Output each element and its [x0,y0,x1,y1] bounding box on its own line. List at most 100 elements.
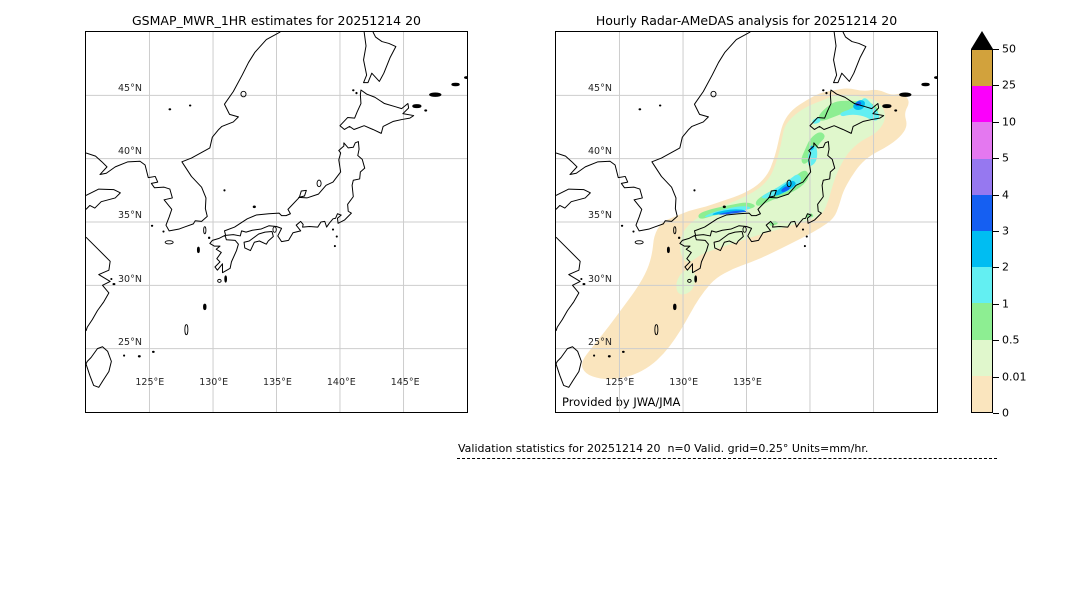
island-rebun [355,91,358,95]
colorbar-tick-label: 0 [1002,406,1009,420]
island-ulleung [223,189,226,192]
island-zhoushan-1 [582,282,586,286]
gsmap-map-panel: 45°N 40°N 35°N 30°N 25°N 125°E 130°E 135°E 140°E… [85,31,468,413]
island-okinawa [654,324,659,336]
island-izu-3 [333,245,336,248]
island-yakushima [217,278,222,283]
coastline-kyushu [209,234,239,274]
island-izu-3 [803,245,806,248]
island-miyako [152,350,155,353]
colorbar-segment [972,194,992,231]
colorbar-tick [993,376,999,378]
island-tanegashima [224,275,228,283]
island-jeju [634,240,644,245]
colorbar-segment [972,122,992,159]
colorbar-segment [972,230,992,268]
island-tsushima [673,226,677,235]
coastline-hokkaido [339,89,415,134]
island-ishigaki [137,355,141,358]
island-amami [673,303,677,311]
colorbar-segment [972,267,992,304]
coastline-mainland-asia [86,32,281,232]
island-kuril-ne-2 [934,76,937,80]
colorbar-tick [993,194,999,196]
coastline-shikoku [243,231,274,252]
colorbar-tick-label: 50 [1002,42,1016,56]
island-amami [203,303,207,311]
island-zhoushan-2 [110,277,113,281]
coastline-taiwan [86,346,112,388]
island-iki [677,236,681,240]
colorbar-tick [993,413,999,414]
island-yonaguni [123,354,126,357]
radar-map-panel: Provided by JWA/JMA 45°N 40°N 35°N 30°N 25°N… [555,31,938,413]
precip-region-cyan-hokuriku [761,174,802,199]
colorbar-tick [993,49,999,50]
colorbar-tick-label: 0.5 [1002,333,1020,347]
island-rebun [825,91,828,95]
colorbar-tick-label: 3 [1002,224,1009,238]
colorbar-tick [993,303,999,305]
coastline-kyushu [679,234,709,274]
island-miyako [622,350,625,353]
colorbar-segment [972,86,992,123]
island-lake-khanka [240,90,247,98]
island-tanegashima [694,275,698,283]
colorbar-tick [993,231,999,232]
island-oki [722,205,726,209]
island-shikotan [894,109,898,112]
island-okinawa [184,324,189,336]
island-zhoushan-2 [580,277,583,281]
island-ulleung [693,189,696,192]
coastline-honshu [693,141,836,243]
island-kunashiri [412,104,422,109]
colorbar-tick [993,158,999,160]
validation-stats-text: Validation statistics for 20251214 20 n=… [458,442,869,455]
island-lake-khanka [710,90,717,98]
island-izu-2 [335,235,338,238]
island-oki [252,205,256,209]
coastline-sakhalin [833,32,867,84]
island-goto [196,246,200,254]
precip-region-blue-sanin [719,210,748,215]
island-manchuria-lake-1 [168,108,172,111]
colorbar-tick-label: 4 [1002,188,1009,202]
island-kuril-ne-2 [464,76,467,80]
colorbar-tick-label: 2 [1002,260,1009,274]
colorbar-segment [972,50,992,87]
coastline-shandong [86,188,121,210]
island-jeju [164,240,174,245]
coastline-sakhalin [363,32,397,84]
island-korea-w-2 [632,230,635,233]
precip-region-light-satsunan [676,269,696,295]
island-kuril-ne-1 [451,82,460,87]
coastline-china-east-coast [556,236,581,332]
island-korea-w-1 [620,224,624,227]
island-kuril-ne-1 [921,82,930,87]
island-iturup [429,92,442,97]
island-yonaguni [593,354,596,357]
coastline-honshu [223,141,366,243]
colorbar-segment [972,339,992,376]
colorbar-bar [971,49,993,413]
island-manchuria-lake-2 [188,104,192,107]
colorbar-overflow-arrow-icon [971,31,993,49]
colorbar-tick-label: 10 [1002,115,1016,129]
island-korea-w-1 [150,224,154,227]
colorbar-segment [972,375,992,412]
colorbar-segment [972,303,992,340]
radar-panel-title: Hourly Radar-AMeDAS analysis for 2025121… [595,13,898,28]
precip-region-light-main [679,94,885,262]
colorbar: 50 25 10 5 4 3 2 1 0.5 0.01 0 [971,31,1031,420]
coastline-hokkaido [809,89,885,134]
island-izu-oshima [331,228,335,231]
island-awaji [742,226,747,233]
island-rishiri [822,89,825,92]
island-shikotan [424,109,428,112]
dashed-underline [457,458,997,459]
credit-label: Provided by JWA/JMA [562,395,681,409]
island-iturup [899,92,912,97]
island-izu-2 [805,235,808,238]
island-iki [207,236,211,240]
